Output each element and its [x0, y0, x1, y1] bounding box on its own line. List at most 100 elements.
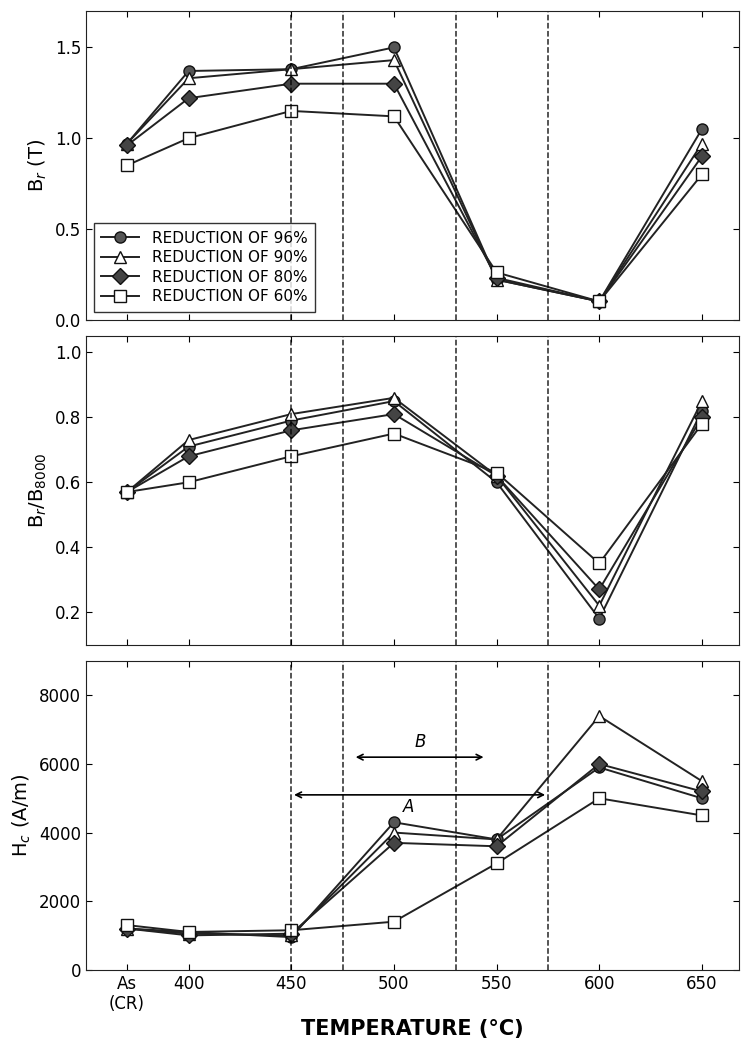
REDUCTION OF 96% [595, 295, 604, 308]
Line: REDUCTION OF 90%: REDUCTION OF 90% [122, 711, 707, 941]
REDUCTION OF 90% [389, 826, 398, 839]
Line: REDUCTION OF 96%: REDUCTION OF 96% [122, 42, 707, 307]
REDUCTION OF 80% [122, 486, 131, 499]
REDUCTION OF 60% [389, 110, 398, 123]
Line: REDUCTION OF 90%: REDUCTION OF 90% [122, 393, 707, 611]
REDUCTION OF 80% [595, 295, 604, 308]
REDUCTION OF 90% [492, 833, 501, 845]
REDUCTION OF 80% [184, 450, 193, 463]
REDUCTION OF 90% [595, 710, 604, 722]
REDUCTION OF 96% [698, 792, 706, 804]
REDUCTION OF 60% [184, 926, 193, 939]
REDUCTION OF 60% [595, 792, 604, 804]
REDUCTION OF 60% [286, 450, 296, 463]
REDUCTION OF 90% [698, 775, 706, 788]
REDUCTION OF 60% [595, 558, 604, 570]
REDUCTION OF 60% [698, 418, 706, 430]
REDUCTION OF 96% [286, 930, 296, 943]
REDUCTION OF 96% [389, 395, 398, 407]
Line: REDUCTION OF 60%: REDUCTION OF 60% [122, 418, 707, 569]
REDUCTION OF 80% [122, 922, 131, 934]
REDUCTION OF 80% [286, 424, 296, 437]
REDUCTION OF 96% [595, 761, 604, 774]
Text: A: A [403, 798, 414, 816]
REDUCTION OF 80% [595, 583, 604, 595]
Line: REDUCTION OF 96%: REDUCTION OF 96% [122, 762, 707, 943]
REDUCTION OF 90% [698, 395, 706, 407]
REDUCTION OF 96% [389, 41, 398, 54]
REDUCTION OF 80% [698, 785, 706, 798]
Line: REDUCTION OF 80%: REDUCTION OF 80% [122, 758, 707, 941]
REDUCTION OF 60% [389, 916, 398, 928]
REDUCTION OF 80% [184, 929, 193, 942]
REDUCTION OF 96% [122, 922, 131, 934]
REDUCTION OF 80% [122, 139, 131, 151]
Line: REDUCTION OF 60%: REDUCTION OF 60% [122, 105, 707, 307]
Y-axis label: B$_r$/B$_{8000}$: B$_r$/B$_{8000}$ [28, 453, 50, 528]
REDUCTION OF 60% [184, 476, 193, 488]
REDUCTION OF 60% [122, 919, 131, 931]
REDUCTION OF 90% [389, 392, 398, 404]
REDUCTION OF 80% [492, 469, 501, 482]
REDUCTION OF 80% [286, 927, 296, 940]
REDUCTION OF 60% [492, 857, 501, 869]
REDUCTION OF 90% [286, 407, 296, 420]
REDUCTION OF 60% [184, 132, 193, 145]
Y-axis label: H$_c$ (A/m): H$_c$ (A/m) [11, 774, 34, 857]
REDUCTION OF 96% [698, 123, 706, 135]
REDUCTION OF 90% [492, 469, 501, 482]
REDUCTION OF 60% [698, 810, 706, 822]
Legend: REDUCTION OF 96%, REDUCTION OF 90%, REDUCTION OF 80%, REDUCTION OF 60%: REDUCTION OF 96%, REDUCTION OF 90%, REDU… [94, 223, 315, 312]
REDUCTION OF 90% [184, 72, 193, 85]
REDUCTION OF 96% [122, 138, 131, 150]
REDUCTION OF 80% [492, 272, 501, 285]
REDUCTION OF 90% [698, 138, 706, 150]
REDUCTION OF 96% [492, 476, 501, 488]
REDUCTION OF 80% [184, 92, 193, 105]
REDUCTION OF 90% [286, 929, 296, 942]
REDUCTION OF 60% [286, 924, 296, 937]
Line: REDUCTION OF 90%: REDUCTION OF 90% [122, 55, 707, 307]
REDUCTION OF 60% [122, 486, 131, 499]
REDUCTION OF 90% [595, 295, 604, 308]
X-axis label: TEMPERATURE (°C): TEMPERATURE (°C) [301, 1018, 524, 1038]
REDUCTION OF 90% [492, 273, 501, 286]
REDUCTION OF 96% [184, 926, 193, 939]
REDUCTION OF 96% [492, 273, 501, 286]
REDUCTION OF 60% [595, 295, 604, 308]
REDUCTION OF 60% [389, 427, 398, 440]
REDUCTION OF 60% [698, 168, 706, 181]
REDUCTION OF 90% [389, 54, 398, 66]
REDUCTION OF 96% [122, 486, 131, 499]
REDUCTION OF 80% [492, 840, 501, 853]
REDUCTION OF 90% [286, 63, 296, 76]
REDUCTION OF 90% [122, 486, 131, 499]
REDUCTION OF 80% [698, 411, 706, 423]
REDUCTION OF 60% [492, 266, 501, 278]
REDUCTION OF 60% [122, 159, 131, 171]
REDUCTION OF 80% [595, 758, 604, 771]
REDUCTION OF 96% [184, 440, 193, 453]
REDUCTION OF 90% [184, 927, 193, 940]
REDUCTION OF 80% [389, 407, 398, 420]
REDUCTION OF 60% [286, 105, 296, 118]
REDUCTION OF 80% [286, 78, 296, 90]
REDUCTION OF 60% [492, 466, 501, 479]
Line: REDUCTION OF 96%: REDUCTION OF 96% [122, 396, 707, 624]
REDUCTION OF 80% [698, 150, 706, 163]
REDUCTION OF 90% [595, 600, 604, 612]
REDUCTION OF 80% [389, 78, 398, 90]
REDUCTION OF 96% [492, 833, 501, 845]
Line: REDUCTION OF 60%: REDUCTION OF 60% [122, 793, 707, 938]
REDUCTION OF 80% [389, 837, 398, 849]
REDUCTION OF 90% [184, 434, 193, 446]
REDUCTION OF 96% [286, 415, 296, 427]
REDUCTION OF 90% [122, 922, 131, 934]
REDUCTION OF 96% [698, 404, 706, 417]
REDUCTION OF 90% [122, 138, 131, 150]
Line: REDUCTION OF 80%: REDUCTION OF 80% [122, 78, 707, 307]
REDUCTION OF 96% [184, 65, 193, 78]
Y-axis label: B$_r$ (T): B$_r$ (T) [27, 139, 50, 192]
REDUCTION OF 96% [595, 612, 604, 625]
Line: REDUCTION OF 80%: REDUCTION OF 80% [122, 408, 707, 595]
